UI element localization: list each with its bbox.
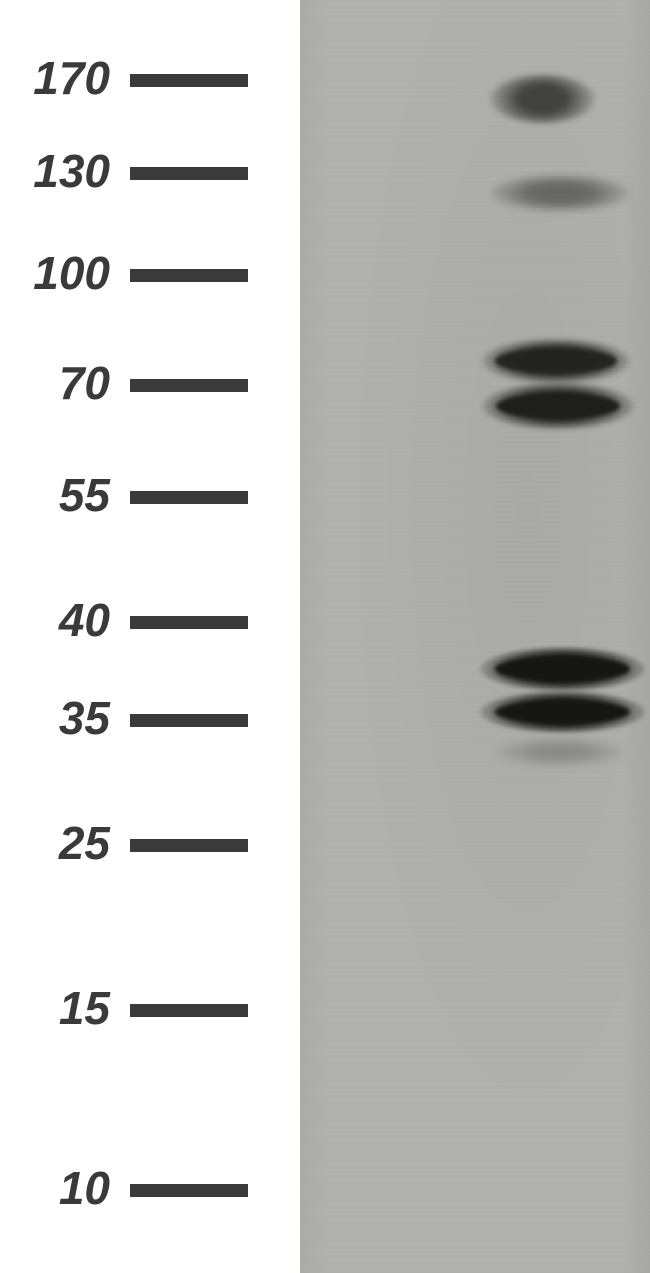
mw-label-130: 130 — [33, 144, 110, 198]
mw-label-25: 25 — [59, 816, 110, 870]
band-170 — [490, 75, 595, 123]
mw-label-35: 35 — [59, 691, 110, 745]
mw-label-100: 100 — [33, 246, 110, 300]
band-38-upper-core — [495, 656, 630, 681]
band-35-faint — [495, 740, 625, 764]
mw-label-55: 55 — [59, 468, 110, 522]
mw-label-40: 40 — [59, 593, 110, 647]
mw-tick-130 — [130, 167, 248, 180]
mw-label-70: 70 — [59, 356, 110, 410]
mw-label-170: 170 — [33, 51, 110, 105]
mw-tick-100 — [130, 269, 248, 282]
mw-tick-35 — [130, 714, 248, 727]
mw-tick-15 — [130, 1004, 248, 1017]
western-blot-figure: 170 130 100 70 55 40 35 25 15 10 — [0, 0, 650, 1273]
mw-tick-170 — [130, 74, 248, 87]
mw-tick-10 — [130, 1184, 248, 1197]
mw-tick-25 — [130, 839, 248, 852]
band-130 — [490, 176, 630, 210]
mw-tick-70 — [130, 379, 248, 392]
mw-tick-55 — [130, 491, 248, 504]
band-70-upper-core — [495, 348, 616, 373]
mw-tick-40 — [130, 616, 248, 629]
mw-label-10: 10 — [59, 1161, 110, 1215]
band-38-lower-core — [495, 700, 630, 724]
band-70-lower-core — [496, 393, 621, 419]
mw-label-15: 15 — [59, 981, 110, 1035]
